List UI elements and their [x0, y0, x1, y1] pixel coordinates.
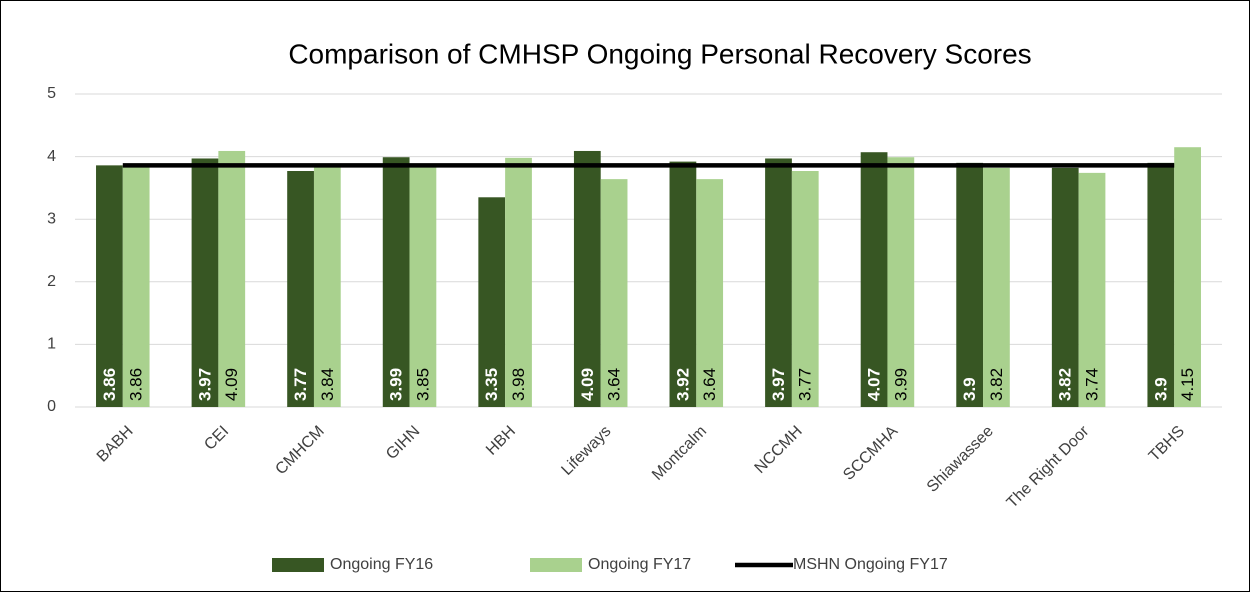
- chart-title: Comparison of CMHSP Ongoing Personal Rec…: [288, 38, 1031, 69]
- bar: [191, 158, 219, 407]
- data-label: 3.74: [1082, 368, 1101, 401]
- legend-label: MSHN Ongoing FY17: [793, 556, 948, 573]
- bar: [96, 165, 123, 407]
- data-label: 3.84: [318, 368, 337, 401]
- data-label: 3.77: [291, 368, 310, 401]
- bar: [696, 179, 724, 407]
- bar: [1051, 167, 1079, 407]
- bar: [600, 179, 628, 407]
- data-label: 3.77: [796, 368, 815, 401]
- data-label: 3.86: [127, 368, 146, 401]
- data-label: 4.07: [865, 368, 884, 401]
- legend-label: Ongoing FY16: [330, 556, 433, 573]
- data-label: 4.09: [222, 368, 241, 401]
- data-label: 3.97: [195, 368, 214, 401]
- data-label: 4.15: [1178, 368, 1197, 401]
- y-tick-label: 0: [47, 398, 56, 415]
- data-label: 3.64: [700, 368, 719, 401]
- data-label: 3.99: [891, 368, 910, 401]
- data-label: 3.99: [387, 368, 406, 401]
- bar: [956, 162, 984, 407]
- data-label: 3.82: [1056, 368, 1075, 401]
- bar: [1174, 147, 1201, 407]
- bar: [791, 170, 819, 407]
- bar: [505, 157, 532, 407]
- bar: [1147, 162, 1175, 407]
- data-label: 3.9: [1151, 377, 1170, 401]
- y-tick-label: 4: [47, 148, 56, 165]
- bar: [983, 167, 1010, 407]
- data-label: 4.09: [578, 368, 597, 401]
- y-tick-label: 2: [47, 273, 56, 290]
- data-label: 3.98: [509, 368, 528, 401]
- data-label: 3.97: [769, 368, 788, 401]
- data-label: 3.86: [100, 368, 119, 401]
- bar: [287, 170, 314, 407]
- bar: [860, 152, 888, 407]
- data-label: 3.92: [673, 368, 692, 401]
- bar: [409, 165, 437, 407]
- legend-swatch: [530, 558, 582, 572]
- bar: [669, 161, 697, 407]
- data-label: 3.9: [960, 377, 979, 401]
- data-label: 3.85: [413, 368, 432, 401]
- y-tick-label: 5: [47, 85, 56, 102]
- data-label: 3.64: [605, 368, 624, 401]
- bar: [887, 157, 915, 407]
- bar: [573, 150, 601, 407]
- bar: [1078, 172, 1106, 407]
- legend-swatch: [272, 558, 324, 572]
- bar: [218, 150, 246, 407]
- y-tick-label: 1: [47, 336, 56, 353]
- bar: [313, 166, 341, 407]
- y-tick-label: 3: [47, 210, 56, 227]
- legend-label: Ongoing FY17: [588, 556, 691, 573]
- data-label: 3.82: [987, 368, 1006, 401]
- bar: [765, 158, 792, 407]
- bar: [478, 197, 506, 407]
- data-label: 3.35: [482, 368, 501, 401]
- bar: [382, 157, 410, 407]
- bar: [122, 165, 150, 407]
